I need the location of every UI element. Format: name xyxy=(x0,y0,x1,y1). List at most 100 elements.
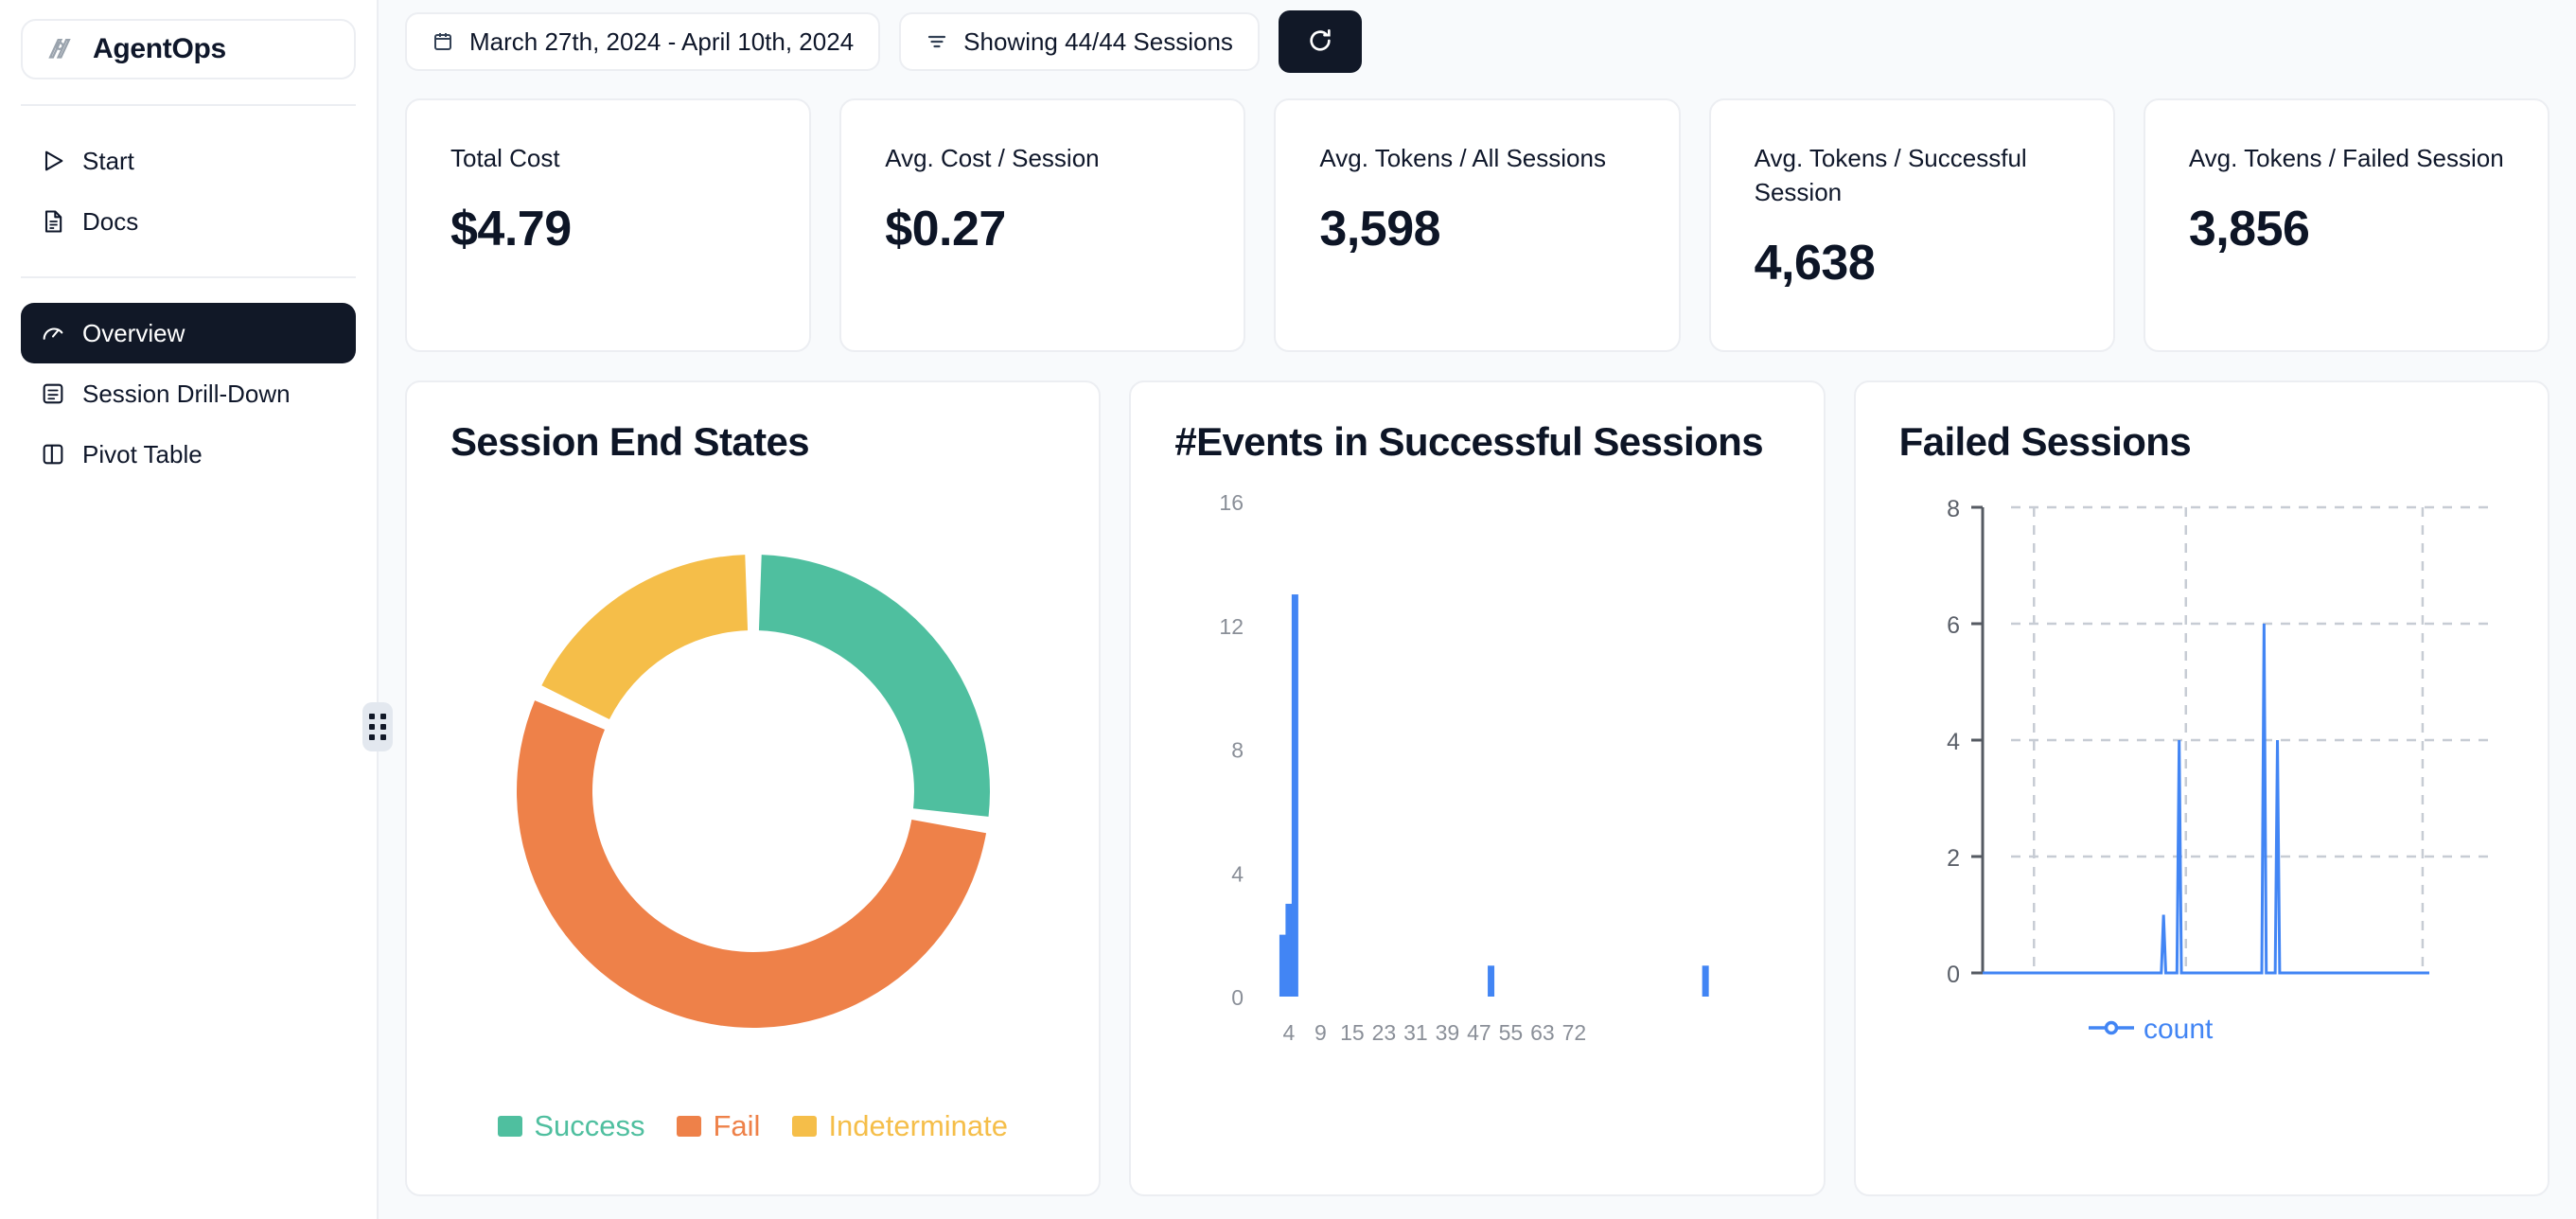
chart-card-session-end-states: Session End States Success Fail xyxy=(405,380,1102,1196)
sidebar-item-docs[interactable]: Docs xyxy=(21,191,356,252)
x-tick-label: 23 xyxy=(1372,1020,1397,1045)
y-tick-label: 6 xyxy=(1947,612,1960,639)
sidebar-item-label: Docs xyxy=(82,206,139,236)
bar xyxy=(1279,934,1287,998)
calendar-icon xyxy=(432,30,454,53)
metric-cards: Total Cost $4.79 Avg. Cost / Session $0.… xyxy=(405,98,2550,352)
legend-label-count: count xyxy=(2144,1014,2214,1045)
sidebar-item-label: Session Drill-Down xyxy=(82,379,291,408)
y-tick-label: 2 xyxy=(1947,845,1960,872)
main-content: March 27th, 2024 - April 10th, 2024 Show… xyxy=(379,0,2576,1219)
donut-svg xyxy=(516,555,990,1029)
y-tick-label: 4 xyxy=(1232,861,1244,886)
brand-logo[interactable]: AgentOps xyxy=(21,19,356,80)
failed-sessions-line-chart[interactable]: 0 2 4 6 8 count xyxy=(1899,481,2504,1091)
line-series-count xyxy=(1982,624,2429,975)
gauge-icon xyxy=(40,320,66,346)
refresh-icon xyxy=(1305,26,1335,59)
donut-slice-indeterminate xyxy=(541,555,748,720)
sidebar-item-start[interactable]: Start xyxy=(21,131,356,191)
metric-label: Avg. Tokens / Successful Session xyxy=(1754,144,2027,206)
metric-value: 3,856 xyxy=(2188,201,2310,256)
sidebar-item-pivot-table[interactable]: Pivot Table xyxy=(21,424,356,485)
metric-card-avg-cost-session: Avg. Cost / Session $0.27 xyxy=(839,98,1246,352)
refresh-button[interactable] xyxy=(1278,10,1362,73)
columns-icon xyxy=(40,441,66,468)
sidebar-item-overview[interactable]: Overview xyxy=(21,303,356,363)
metric-card-avg-tokens-successful: Avg. Tokens / Successful Session 4,638 xyxy=(1708,98,2115,352)
agentops-logo-icon xyxy=(44,33,76,65)
grip-dots-icon xyxy=(369,714,386,740)
date-range-picker[interactable]: March 27th, 2024 - April 10th, 2024 xyxy=(405,12,881,71)
x-tick-label: 9 xyxy=(1314,1020,1327,1045)
x-tick-label: 55 xyxy=(1499,1020,1524,1045)
x-tick-label: 31 xyxy=(1403,1020,1428,1045)
donut-slice-fail xyxy=(516,700,986,1029)
toolbar: March 27th, 2024 - April 10th, 2024 Show… xyxy=(405,0,2550,81)
legend-marker-dot xyxy=(2104,1020,2118,1035)
x-tick-label: 15 xyxy=(1340,1020,1365,1045)
chart-card-events-successful-sessions: #Events in Successful Sessions 0 4 8 12 16 4 9… xyxy=(1129,380,1826,1196)
metric-card-total-cost: Total Cost $4.79 xyxy=(405,98,812,352)
y-tick-label: 8 xyxy=(1947,496,1960,522)
sidebar-item-label: Overview xyxy=(82,318,185,347)
x-tick-label: 72 xyxy=(1562,1020,1587,1045)
y-tick-label: 0 xyxy=(1947,962,1960,988)
y-tick-label: 8 xyxy=(1232,738,1244,763)
y-tick-label: 12 xyxy=(1220,614,1244,639)
y-tick-label: 16 xyxy=(1220,490,1244,515)
legend-label-success: Success xyxy=(534,1109,645,1143)
metric-value: $0.27 xyxy=(885,201,1006,256)
metric-value: 4,638 xyxy=(1754,235,1876,291)
y-tick-label: 0 xyxy=(1232,985,1244,1010)
play-icon xyxy=(40,148,66,174)
sidebar-resize-handle[interactable] xyxy=(362,702,393,751)
x-tick-label: 39 xyxy=(1436,1020,1460,1045)
y-tick-label: 4 xyxy=(1947,729,1960,755)
metric-label: Avg. Tokens / All Sessions xyxy=(1319,144,1606,172)
bar xyxy=(1702,965,1709,998)
sessions-filter-label: Showing 44/44 Sessions xyxy=(963,26,1233,56)
legend-item-success[interactable]: Success xyxy=(498,1109,644,1143)
sidebar: AgentOps Start Docs xyxy=(0,0,393,1219)
x-tick-label: 47 xyxy=(1467,1020,1491,1045)
brand-name: AgentOps xyxy=(93,33,226,64)
metric-label: Avg. Tokens / Failed Session xyxy=(2188,144,2504,172)
sidebar-item-label: Start xyxy=(82,146,134,175)
list-panel-icon xyxy=(40,380,66,407)
events-bar-chart[interactable]: 0 4 8 12 16 4 9 15 23 31 39 47 55 63 72 xyxy=(1174,481,1779,1091)
legend-label-indeterminate: Indeterminate xyxy=(828,1109,1008,1143)
legend-swatch-indeterminate xyxy=(792,1116,818,1138)
chart-cards: Session End States Success Fail xyxy=(405,380,2550,1196)
chart-title: #Events in Successful Sessions xyxy=(1174,419,1763,464)
bar xyxy=(1285,904,1293,998)
date-range-label: March 27th, 2024 - April 10th, 2024 xyxy=(469,26,855,56)
chart-title: Failed Sessions xyxy=(1898,419,2192,464)
sidebar-divider-bottom xyxy=(21,276,356,278)
donut-slice-success xyxy=(758,555,990,818)
bar xyxy=(1488,965,1495,998)
legend-label-fail: Fail xyxy=(713,1109,761,1143)
line-svg: 0 2 4 6 8 count xyxy=(1947,496,2488,1045)
legend-item-indeterminate[interactable]: Indeterminate xyxy=(792,1109,1008,1143)
filter-icon xyxy=(926,30,948,53)
document-icon xyxy=(40,208,66,235)
metric-card-avg-tokens-all: Avg. Tokens / All Sessions 3,598 xyxy=(1274,98,1681,352)
sidebar-item-session-drill-down[interactable]: Session Drill-Down xyxy=(21,363,356,424)
sidebar-item-label: Pivot Table xyxy=(82,439,203,468)
sessions-filter-button[interactable]: Showing 44/44 Sessions xyxy=(899,12,1260,71)
donut-chart[interactable] xyxy=(450,498,1055,1085)
legend-item-fail[interactable]: Fail xyxy=(677,1109,760,1143)
legend-swatch-success xyxy=(498,1116,523,1138)
metric-label: Avg. Cost / Session xyxy=(885,144,1100,172)
metric-value: 3,598 xyxy=(1319,201,1441,256)
bar xyxy=(1292,594,1299,998)
metric-card-avg-tokens-failed: Avg. Tokens / Failed Session 3,856 xyxy=(2143,98,2550,352)
metric-value: $4.79 xyxy=(450,201,572,256)
chart-title: Session End States xyxy=(450,419,810,464)
donut-legend: Success Fail Indeterminate xyxy=(450,1109,1055,1143)
metric-label: Total Cost xyxy=(450,144,560,172)
legend-swatch-fail xyxy=(677,1116,702,1138)
